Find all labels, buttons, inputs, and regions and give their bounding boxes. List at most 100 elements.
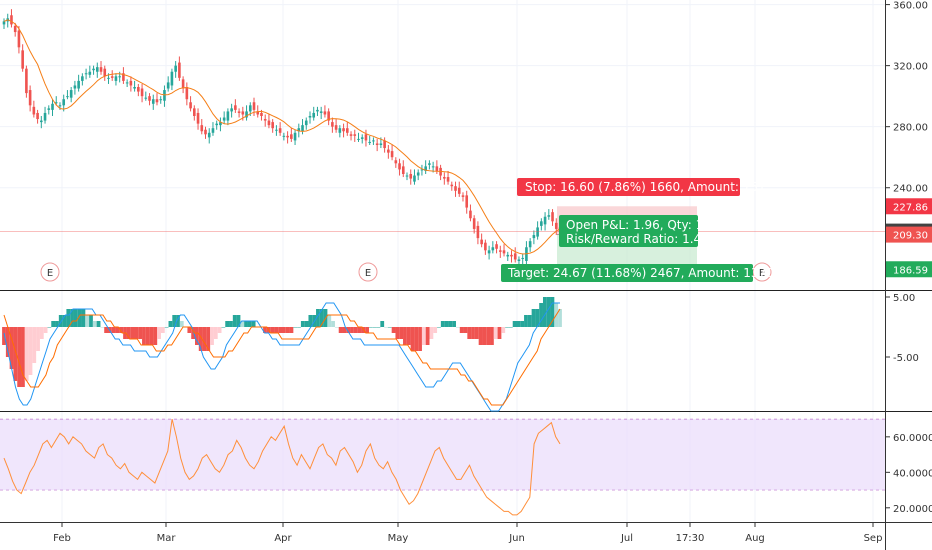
candle-body — [260, 112, 263, 116]
candle-body — [387, 149, 390, 153]
candle-body — [28, 90, 32, 106]
macd-bar — [448, 321, 453, 327]
macd-bar — [92, 321, 97, 327]
macd-bar — [47, 327, 52, 328]
macd-bar — [421, 327, 426, 345]
macd-bar — [172, 315, 177, 327]
macd-bar — [134, 327, 139, 339]
candle-body — [375, 143, 379, 145]
candle-body — [148, 96, 151, 101]
macd-bar — [444, 321, 449, 327]
candle-body — [62, 99, 66, 106]
candle-body — [484, 242, 487, 251]
date-tick-label: Feb — [53, 533, 71, 544]
candle-body — [25, 68, 28, 94]
macd-bar — [247, 321, 252, 327]
macd-bar — [550, 297, 555, 327]
candle-body — [532, 235, 536, 239]
candle-body — [99, 67, 103, 72]
pnl-label-box — [559, 215, 698, 247]
macd-signal-line — [3, 308, 561, 406]
macd-bar — [410, 327, 415, 351]
candle-body — [170, 71, 174, 86]
candle-body — [491, 247, 495, 251]
candle-body — [345, 128, 349, 133]
macd-bar — [327, 315, 332, 327]
macd-bar — [138, 327, 143, 339]
macd-bar — [210, 327, 214, 345]
macd-bar — [316, 309, 320, 327]
candle-body — [364, 134, 368, 141]
candle-body — [271, 122, 274, 129]
date-tick-label: Aug — [745, 533, 765, 544]
macd-bar — [274, 327, 279, 333]
date-tick-label: Mar — [157, 533, 177, 544]
candle-body — [103, 68, 107, 77]
macd-bar — [319, 309, 324, 327]
candle-body — [357, 138, 360, 140]
candle-body — [319, 111, 323, 113]
candle-body — [342, 128, 345, 132]
date-axis[interactable]: Feb Mar Apr May Jun Jul 17:30 Aug Sep — [53, 522, 882, 544]
macd-bar — [270, 327, 275, 333]
macd-bar — [130, 327, 135, 339]
rsi-tick-label: 20.0000 — [893, 504, 932, 515]
candle-body — [461, 195, 465, 197]
candle-body — [349, 134, 353, 136]
macd-bar — [542, 297, 547, 327]
pnl-label: Open P&L: 1.96, Qty: 15 — [566, 218, 711, 232]
macd-bar — [24, 327, 29, 381]
candle-body — [122, 73, 125, 81]
macd-bar — [221, 327, 226, 328]
candle-body — [450, 184, 454, 187]
price-axis[interactable]: 360.00 320.00 280.00 240.00 — [885, 1, 928, 195]
candlestick-series — [2, 9, 562, 266]
macd-bar — [229, 321, 233, 327]
macd-bar — [399, 327, 404, 339]
candle-body — [540, 221, 543, 226]
macd-bar — [39, 327, 44, 339]
macd-bar — [43, 327, 48, 333]
candle-body — [237, 111, 241, 113]
macd-bar — [164, 327, 169, 328]
candle-body — [133, 87, 136, 89]
macd-bar — [5, 327, 10, 357]
candle-body — [36, 112, 39, 120]
macd-bar — [217, 327, 222, 333]
candle-body — [181, 79, 185, 89]
rsi-tick-label: 40.0000 — [893, 468, 932, 479]
macd-bar — [145, 327, 150, 345]
macd-bar — [527, 315, 532, 327]
macd-axis[interactable]: 5.00 -5.00 — [885, 293, 919, 364]
rsi-axis[interactable]: 60.0000 40.0000 20.0000 — [885, 433, 932, 515]
macd-bar — [418, 327, 422, 351]
candle-body — [196, 112, 200, 124]
macd-bar — [21, 327, 25, 387]
macd-bar — [524, 315, 528, 327]
macd-bar — [297, 327, 301, 328]
macd-bar — [62, 315, 67, 327]
candle-body — [476, 225, 480, 239]
candle-body — [290, 134, 293, 139]
date-tick-label: Jun — [508, 533, 525, 544]
macd-bar — [384, 327, 388, 328]
candle-body — [327, 111, 330, 121]
candle-body — [17, 30, 21, 48]
macd-bar — [531, 309, 536, 327]
macd-bar — [111, 327, 116, 333]
candle-body — [394, 160, 398, 164]
candle-body — [241, 111, 245, 115]
macd-bar — [440, 321, 445, 327]
macd-bar — [81, 309, 86, 327]
candle-body — [297, 128, 301, 132]
candle-body — [286, 135, 289, 138]
macd-bar — [9, 327, 14, 369]
candle-body — [528, 241, 532, 248]
macd-bar — [157, 327, 161, 339]
price-tag-label: 227.86 — [893, 202, 928, 213]
macd-bar — [425, 327, 430, 345]
rsi-tick-label: 60.0000 — [893, 433, 932, 444]
macd-bar — [282, 327, 286, 333]
